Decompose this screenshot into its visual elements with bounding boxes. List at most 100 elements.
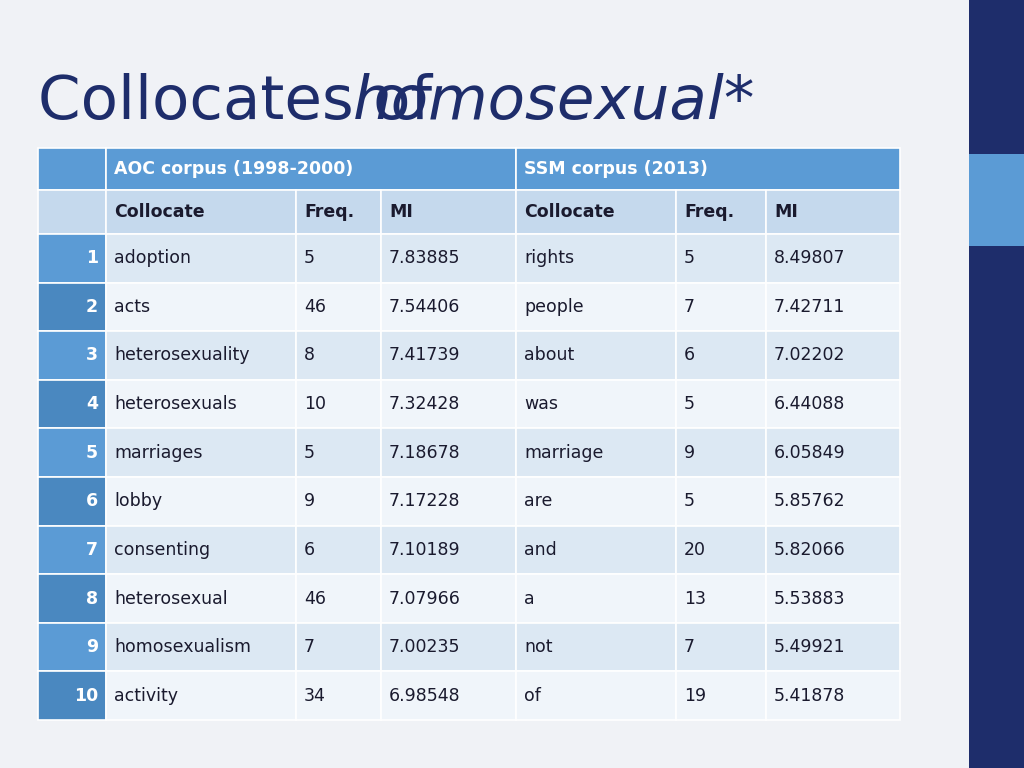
Bar (0, 192, 1024, 200)
Bar (0, 538, 1024, 545)
Text: Freq.: Freq. (684, 203, 734, 221)
Bar (296, 380, 381, 429)
Bar (38, 234, 106, 283)
Bar (381, 574, 516, 623)
Text: are: are (524, 492, 552, 510)
Text: 7: 7 (304, 638, 315, 656)
Bar (0, 515, 1024, 522)
Bar (106, 148, 516, 190)
Text: AOC corpus (1998-2000): AOC corpus (1998-2000) (114, 160, 353, 178)
Bar (0, 438, 1024, 445)
Bar (296, 574, 381, 623)
Text: 5.82066: 5.82066 (774, 541, 846, 559)
Text: MI: MI (774, 203, 798, 221)
Bar (0, 376, 1024, 384)
Bar (0, 253, 1024, 261)
Text: 19: 19 (684, 687, 707, 705)
Bar (0, 276, 1024, 284)
Text: marriage: marriage (524, 444, 603, 462)
Bar (0, 392, 1024, 399)
Bar (0, 445, 1024, 453)
Bar (0, 269, 1024, 276)
Bar (0, 361, 1024, 369)
Bar (0, 760, 1024, 768)
Text: 20: 20 (684, 541, 706, 559)
Text: 9: 9 (304, 492, 315, 510)
Text: lobby: lobby (114, 492, 162, 510)
Bar (0, 722, 1024, 730)
Bar (0, 177, 1024, 184)
Bar (0, 61, 1024, 69)
Bar (0, 614, 1024, 622)
Bar (0, 499, 1024, 507)
Bar (0, 522, 1024, 530)
Text: SSM corpus (2013): SSM corpus (2013) (524, 160, 708, 178)
Text: 5: 5 (86, 444, 98, 462)
Bar (766, 477, 900, 525)
Bar (0, 346, 1024, 353)
Bar (381, 429, 516, 477)
Bar (296, 234, 381, 283)
Bar (106, 671, 296, 720)
Text: 10: 10 (74, 687, 98, 705)
Bar (676, 574, 766, 623)
Text: 6: 6 (684, 346, 695, 365)
Bar (0, 261, 1024, 269)
Bar (38, 331, 106, 380)
Bar (0, 645, 1024, 653)
Text: Freq.: Freq. (304, 203, 354, 221)
Text: 13: 13 (684, 590, 706, 607)
Bar (0, 584, 1024, 591)
Bar (381, 671, 516, 720)
Bar (0, 737, 1024, 745)
Bar (0, 591, 1024, 599)
Bar (106, 234, 296, 283)
Bar (0, 38, 1024, 46)
Bar (0, 138, 1024, 146)
Text: 7.32428: 7.32428 (389, 395, 461, 413)
Bar (516, 331, 676, 380)
Bar (676, 331, 766, 380)
Bar (0, 115, 1024, 123)
Bar (0, 54, 1024, 61)
Bar (0, 630, 1024, 637)
Text: heterosexuality: heterosexuality (114, 346, 250, 365)
Bar (381, 331, 516, 380)
Bar (106, 190, 296, 234)
Bar (0, 315, 1024, 323)
Bar (381, 380, 516, 429)
Text: 5: 5 (684, 250, 695, 267)
Bar (38, 380, 106, 429)
Text: 8.49807: 8.49807 (774, 250, 846, 267)
Bar (0, 284, 1024, 292)
Bar (0, 730, 1024, 737)
Bar (0, 207, 1024, 215)
Text: MI: MI (389, 203, 413, 221)
Text: and: and (524, 541, 557, 559)
Text: 8: 8 (86, 590, 98, 607)
Bar (0, 108, 1024, 115)
Bar (0, 146, 1024, 154)
Text: 6.05849: 6.05849 (774, 444, 846, 462)
Text: 7.42711: 7.42711 (774, 298, 846, 316)
Bar (38, 623, 106, 671)
Text: 7.00235: 7.00235 (389, 638, 461, 656)
Bar (0, 161, 1024, 169)
Bar (766, 234, 900, 283)
Bar (0, 407, 1024, 415)
Bar (381, 234, 516, 283)
Bar (676, 671, 766, 720)
Bar (0, 422, 1024, 430)
Bar (0, 484, 1024, 492)
Text: 7: 7 (684, 638, 695, 656)
Bar (0, 507, 1024, 515)
Bar (38, 574, 106, 623)
Bar (106, 477, 296, 525)
Text: 2: 2 (86, 298, 98, 316)
Bar (296, 671, 381, 720)
Text: consenting: consenting (114, 541, 210, 559)
Text: heterosexual: heterosexual (114, 590, 227, 607)
Bar (38, 477, 106, 525)
Bar (381, 283, 516, 331)
Bar (0, 323, 1024, 330)
